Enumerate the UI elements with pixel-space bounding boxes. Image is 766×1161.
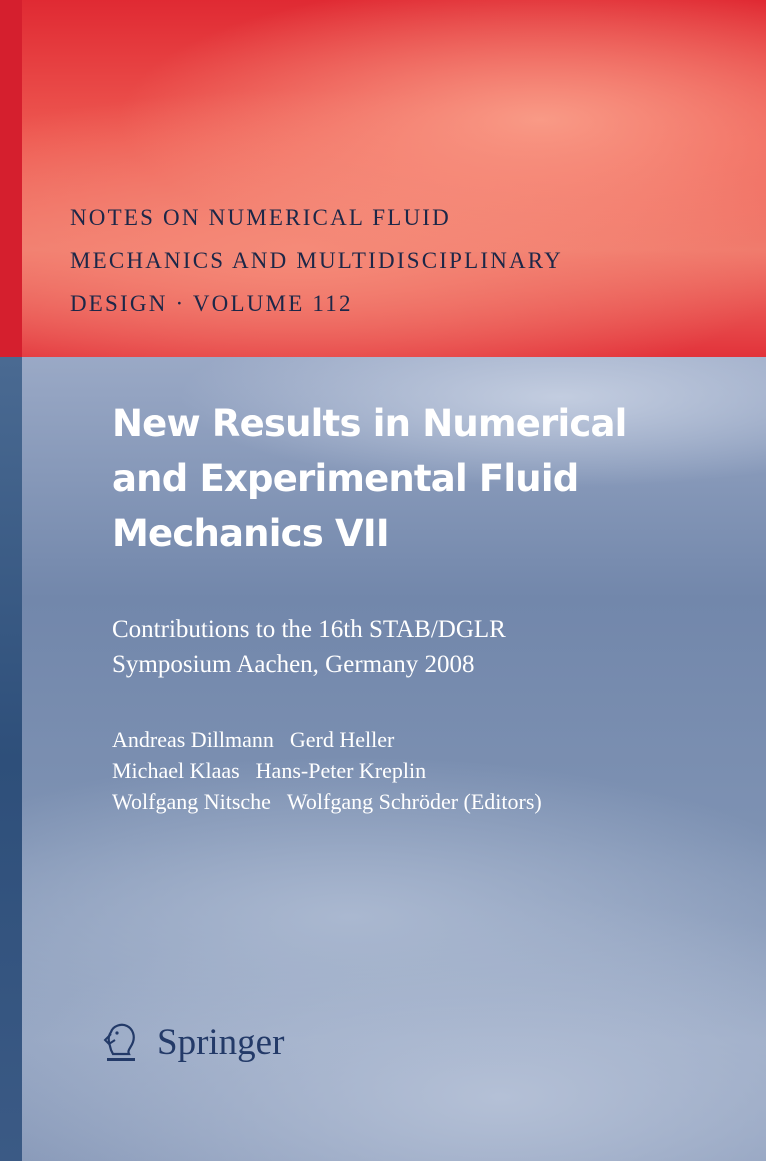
series-line: MECHANICS AND MULTIDISCIPLINARY xyxy=(70,248,563,273)
editor-name: Wolfgang Schröder (Editors) xyxy=(286,789,542,814)
subtitle-line: Symposium Aachen, Germany 2008 xyxy=(112,651,475,678)
editors-row: Andreas Dillmann Gerd Heller xyxy=(112,724,558,755)
series-band xyxy=(0,0,766,357)
editors-row: Michael Klaas Hans-Peter Kreplin xyxy=(112,755,558,786)
series-title: NOTES ON NUMERICAL FLUID MECHANICS AND M… xyxy=(70,196,563,325)
spine-stripe-blue xyxy=(0,357,22,1161)
title-line: Mechanics VII xyxy=(112,512,390,555)
editor-name: Andreas Dillmann xyxy=(112,727,274,752)
title-line: and Experimental Fluid xyxy=(112,457,579,500)
spine-stripe-red xyxy=(0,0,22,357)
publisher-name: Springer xyxy=(157,1021,285,1063)
subtitle-line: Contributions to the 16th STAB/DGLR xyxy=(112,616,506,643)
editor-name: Wolfgang Nitsche xyxy=(112,789,271,814)
editors-row: Wolfgang Nitsche Wolfgang Schröder (Edito… xyxy=(112,786,558,817)
editors: Andreas Dillmann Gerd Heller Michael Klaa… xyxy=(112,724,558,817)
springer-knight-icon xyxy=(103,1023,135,1061)
editor-name: Gerd Heller xyxy=(289,727,395,752)
editor-name: Michael Klaas xyxy=(112,758,240,783)
editor-name: Hans-Peter Kreplin xyxy=(255,758,427,783)
series-line: NOTES ON NUMERICAL FLUID xyxy=(70,205,451,230)
book-subtitle: Contributions to the 16th STAB/DGLR Symp… xyxy=(112,612,506,682)
publisher-logo: Springer xyxy=(103,1020,284,1064)
title-line: New Results in Numerical xyxy=(112,402,627,445)
book-title: New Results in Numerical and Experimenta… xyxy=(112,396,627,561)
series-line: DESIGN · VOLUME 112 xyxy=(70,291,353,316)
